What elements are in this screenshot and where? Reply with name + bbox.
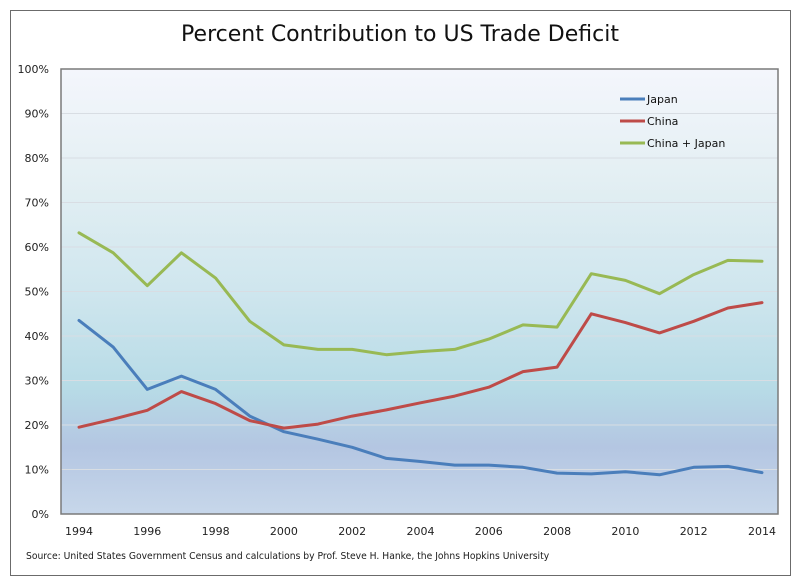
x-tick-label: 2006 bbox=[475, 525, 503, 538]
x-tick-label: 2010 bbox=[611, 525, 639, 538]
legend-label: China bbox=[647, 115, 678, 128]
y-tick-label: 70% bbox=[25, 197, 49, 210]
y-tick-label: 30% bbox=[25, 375, 49, 388]
x-tick-label: 2004 bbox=[407, 525, 435, 538]
legend-label: China + Japan bbox=[647, 137, 725, 150]
y-tick-label: 80% bbox=[25, 152, 49, 165]
y-tick-label: 60% bbox=[25, 241, 49, 254]
source-note: Source: United States Government Census … bbox=[26, 551, 550, 562]
legend-label: Japan bbox=[646, 93, 678, 106]
x-tick-label: 2014 bbox=[748, 525, 776, 538]
series-line-japan bbox=[77, 318, 764, 477]
x-tick-label: 1998 bbox=[202, 525, 230, 538]
y-tick-label: 100% bbox=[18, 63, 49, 76]
x-tick-label: 1994 bbox=[65, 525, 93, 538]
series-line-china bbox=[77, 301, 764, 430]
y-tick-label: 40% bbox=[25, 330, 49, 343]
x-tick-label: 2012 bbox=[680, 525, 708, 538]
plot-border bbox=[60, 68, 779, 515]
y-tick-label: 50% bbox=[25, 286, 49, 299]
x-tick-label: 1996 bbox=[133, 525, 161, 538]
legend-item: Japan bbox=[620, 93, 678, 106]
x-tick-label: 2000 bbox=[270, 525, 298, 538]
y-tick-label: 20% bbox=[25, 419, 49, 432]
series-line-china-japan bbox=[77, 231, 764, 357]
legend-item: China bbox=[620, 115, 678, 128]
y-tick-label: 0% bbox=[32, 508, 49, 521]
x-tick-label: 2008 bbox=[543, 525, 571, 538]
y-tick-label: 10% bbox=[25, 464, 49, 477]
y-tick-label: 90% bbox=[25, 108, 49, 121]
chart-title: Percent Contribution to US Trade Deficit bbox=[181, 22, 619, 47]
legend-item: China + Japan bbox=[620, 137, 725, 150]
x-tick-label: 2002 bbox=[338, 525, 366, 538]
